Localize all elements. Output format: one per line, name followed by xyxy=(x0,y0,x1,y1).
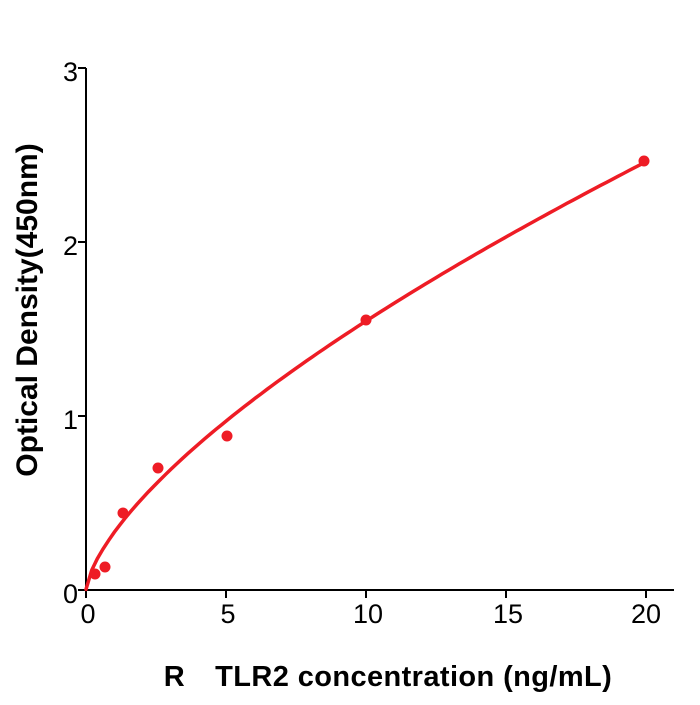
svg-text:10: 10 xyxy=(353,599,383,629)
svg-text:2: 2 xyxy=(63,231,78,261)
svg-text:5: 5 xyxy=(220,599,235,629)
svg-text:Optical Density(450nm): Optical Density(450nm) xyxy=(11,143,44,476)
svg-text:15: 15 xyxy=(493,599,523,629)
svg-text:0: 0 xyxy=(80,599,95,629)
svg-text:0: 0 xyxy=(63,579,78,609)
svg-text:3: 3 xyxy=(63,57,78,87)
svg-text:1: 1 xyxy=(63,405,78,435)
svg-text:20: 20 xyxy=(631,599,661,629)
